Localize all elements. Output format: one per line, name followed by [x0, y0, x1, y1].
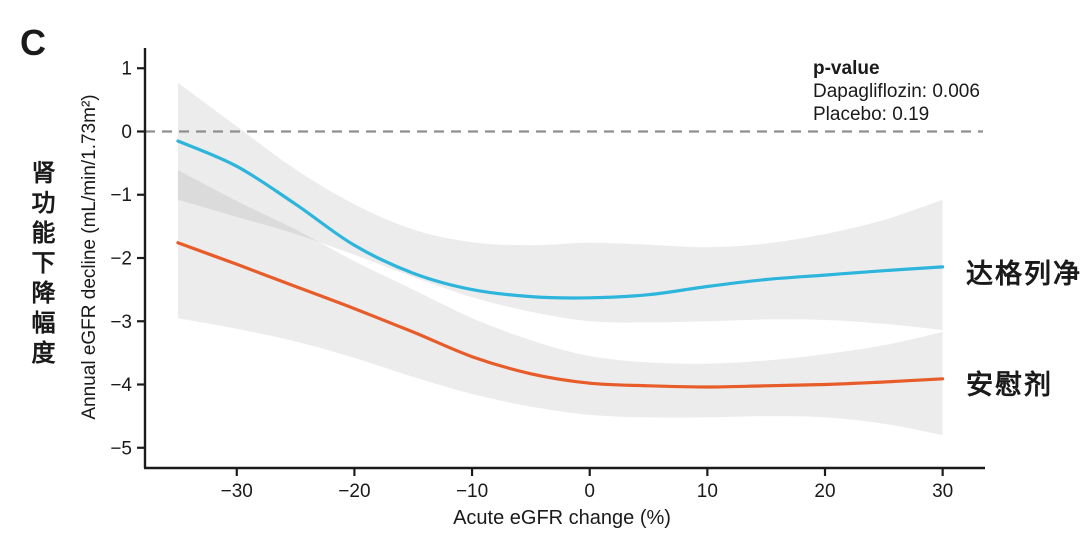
x-axis-title: Acute eGFR change (%)	[453, 507, 671, 529]
panel-label: C	[20, 22, 47, 63]
x-tick-label: −30	[221, 481, 253, 502]
y-tick-label: 1	[121, 59, 132, 80]
x-tick-label: 0	[584, 481, 595, 502]
line-dapagliflozin	[176, 139, 945, 300]
y-tick-label: 0	[121, 122, 132, 143]
pvalue-placebo: Placebo: 0.19	[813, 104, 930, 125]
x-tick-label: 20	[814, 481, 835, 502]
confidence-band-placebo	[177, 170, 943, 436]
y-axis-title-chinese: 肾功能下降幅度	[27, 160, 54, 370]
y-tick-label: −3	[110, 312, 132, 333]
y-tick-label: −1	[110, 185, 132, 206]
pvalue-annotation: p-value Dapagliflozin: 0.006 Placebo: 0.…	[813, 57, 980, 126]
line-placebo	[176, 241, 945, 389]
x-tick-label: 10	[697, 481, 718, 502]
x-tick-label: 30	[932, 481, 953, 502]
y-tick-label: −4	[110, 375, 132, 396]
series-label-dapagliflozin: 达格列净	[966, 259, 1080, 289]
confidence-band-dapagliflozin	[177, 82, 943, 331]
y-tick-label: −5	[110, 438, 132, 459]
x-tick-label: −10	[456, 481, 488, 502]
y-tick-label: −2	[110, 249, 132, 270]
series-label-placebo: 安慰剂	[966, 370, 1053, 400]
x-tick-label: −20	[338, 481, 370, 502]
pvalue-annotation-title: p-value	[813, 58, 880, 79]
pvalue-dapagliflozin: Dapagliflozin: 0.006	[813, 81, 980, 102]
